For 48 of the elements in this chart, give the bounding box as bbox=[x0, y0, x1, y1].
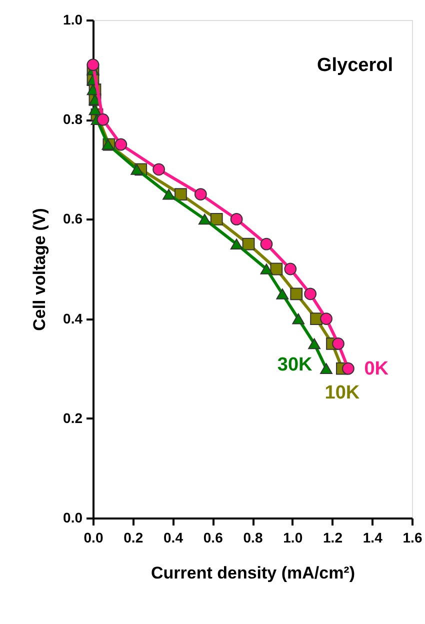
point bbox=[242, 238, 255, 250]
point bbox=[96, 113, 110, 126]
point bbox=[260, 238, 273, 250]
point bbox=[130, 164, 144, 175]
point bbox=[320, 312, 332, 325]
point bbox=[114, 138, 128, 151]
x-axis-title: Current density (mA/cm²) bbox=[150, 564, 356, 582]
x-tick-label: 0.2 bbox=[124, 530, 144, 546]
y-tick-label: 0.4 bbox=[63, 310, 83, 326]
series-label: 30K bbox=[277, 354, 313, 376]
y-tick-label: 0.2 bbox=[63, 410, 83, 426]
point bbox=[320, 363, 332, 374]
point bbox=[210, 213, 223, 226]
x-tick-label: 1.4 bbox=[362, 530, 383, 546]
y-tick-label: 0.0 bbox=[63, 510, 83, 526]
x-tick-label: 0.4 bbox=[164, 530, 184, 546]
point bbox=[308, 338, 321, 350]
x-tick-label: 0.8 bbox=[243, 530, 263, 546]
point bbox=[270, 262, 283, 276]
point bbox=[342, 362, 354, 375]
point bbox=[198, 214, 211, 225]
point bbox=[86, 58, 100, 72]
series-label: 10K bbox=[324, 382, 360, 404]
point bbox=[332, 338, 344, 350]
point bbox=[276, 288, 289, 300]
y-axis-title: Cell voltage (V) bbox=[30, 208, 50, 331]
point bbox=[284, 262, 297, 276]
series-label: 0K bbox=[364, 358, 389, 380]
point bbox=[230, 238, 243, 250]
y-tick-label: 0.6 bbox=[63, 210, 83, 227]
point bbox=[260, 264, 273, 274]
point bbox=[292, 313, 305, 324]
x-tick-label: 0.6 bbox=[203, 530, 224, 546]
point bbox=[174, 188, 187, 200]
x-tick-label: 1.6 bbox=[402, 530, 422, 546]
text: Glycerol bbox=[316, 55, 393, 76]
point bbox=[88, 104, 102, 116]
point bbox=[290, 288, 303, 300]
y-tick-label: 0.8 bbox=[63, 111, 83, 128]
point bbox=[194, 188, 207, 200]
x-tick-label: 1.0 bbox=[283, 530, 303, 546]
y-tick-label: 1.0 bbox=[63, 12, 83, 28]
point bbox=[162, 188, 175, 200]
x-tick-label: 0.0 bbox=[84, 530, 104, 546]
x-tick-label: 1.2 bbox=[323, 530, 343, 546]
point bbox=[230, 213, 243, 226]
point bbox=[304, 288, 317, 300]
point bbox=[152, 163, 165, 176]
